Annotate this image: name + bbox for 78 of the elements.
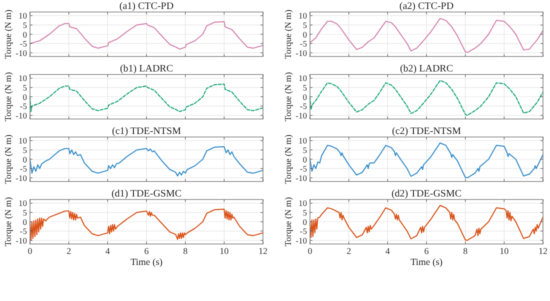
- x-tick-label: 10: [220, 246, 230, 256]
- chart-title: (d1) TDE-GSMC: [111, 188, 182, 200]
- y-tick-label: -10: [16, 110, 27, 120]
- x-tick-label: 8: [183, 246, 188, 256]
- chart-title: (d2) TDE-GSMC: [391, 188, 462, 200]
- y-tick-label: 10: [18, 198, 27, 208]
- y-axis-title: Torque (N m): [3, 72, 13, 122]
- y-tick-label: 10: [18, 10, 27, 21]
- line-series: [29, 146, 264, 176]
- y-tick-label: 5: [302, 207, 307, 218]
- y-axis-title: Torque (N m): [3, 134, 13, 184]
- y-tick-label: -5: [20, 226, 27, 236]
- y-tick-label: -10: [16, 235, 27, 246]
- y-tick-label: -10: [16, 172, 27, 183]
- y-tick-label: -10: [296, 235, 307, 246]
- y-tick-label: 10: [298, 10, 307, 21]
- y-tick-label: 5: [22, 207, 27, 218]
- x-tick-label: 2: [66, 246, 72, 256]
- chart-title: (c2) TDE-NTSM: [392, 126, 462, 137]
- y-tick-label: -5: [20, 38, 27, 49]
- y-tick-label: 0: [22, 29, 27, 40]
- y-tick-label: -5: [300, 164, 307, 174]
- y-tick-label: 0: [302, 154, 307, 164]
- chart-title: (b2) LADRC: [400, 64, 454, 74]
- x-tick-label: 12: [258, 246, 268, 256]
- line-series: [309, 80, 544, 116]
- x-tick-label: 6: [144, 246, 150, 256]
- chart-title: (a2) CTC-PD: [399, 1, 454, 12]
- y-tick-label: 0: [22, 92, 27, 102]
- y-tick-label: 5: [302, 82, 307, 92]
- y-tick-label: 10: [18, 73, 27, 84]
- x-tick-label: 4: [385, 246, 390, 256]
- y-tick-label: -5: [300, 226, 307, 236]
- line-series: [309, 18, 544, 53]
- line-series: [29, 84, 264, 112]
- y-tick-label: 5: [22, 144, 27, 155]
- y-axis-title: Torque (N m): [3, 10, 13, 59]
- chart-title: (c1) TDE-NTSM: [112, 126, 182, 137]
- y-tick-label: 10: [298, 136, 307, 146]
- y-axis-title: Torque (N m): [283, 10, 293, 59]
- y-tick-label: 5: [302, 144, 307, 155]
- y-axis-title: Torque (N m): [3, 197, 13, 246]
- x-tick-label: 4: [105, 246, 110, 256]
- y-tick-label: -5: [300, 101, 307, 112]
- line-series: [309, 142, 544, 178]
- y-tick-label: 5: [22, 20, 27, 30]
- chart-title: (a1) CTC-PD: [119, 1, 174, 12]
- y-axis-title: Torque (N m): [283, 134, 293, 184]
- y-tick-label: 10: [298, 73, 307, 84]
- chart-title: (b1) LADRC: [120, 64, 174, 74]
- line-series: [29, 208, 264, 241]
- y-tick-label: 0: [302, 92, 307, 102]
- y-tick-label: -5: [20, 164, 27, 174]
- x-tick-label: 8: [463, 246, 468, 256]
- y-tick-label: 0: [302, 29, 307, 40]
- y-tick-label: -5: [300, 38, 307, 49]
- y-tick-label: 0: [22, 216, 27, 227]
- y-tick-label: -10: [296, 172, 307, 183]
- y-tick-label: -10: [296, 48, 307, 58]
- y-tick-label: -5: [20, 101, 27, 112]
- x-axis-title: Time (s): [130, 258, 163, 268]
- y-axis-title: Torque (N m): [283, 72, 293, 122]
- y-tick-label: 10: [18, 136, 27, 146]
- y-tick-label: 5: [302, 20, 307, 30]
- line-series: [29, 21, 264, 50]
- y-axis-title: Torque (N m): [283, 197, 293, 246]
- y-tick-label: 0: [22, 154, 27, 164]
- x-axis-title: Time (s): [410, 258, 443, 268]
- x-tick-label: 2: [346, 246, 352, 256]
- y-tick-label: 10: [298, 198, 307, 208]
- y-tick-label: 0: [302, 216, 307, 227]
- x-tick-label: 6: [424, 246, 430, 256]
- y-tick-label: -10: [296, 110, 307, 120]
- y-tick-label: 5: [22, 82, 27, 92]
- line-series: [309, 204, 544, 241]
- x-tick-label: 12: [538, 246, 548, 256]
- x-tick-label: 10: [500, 246, 510, 256]
- y-tick-label: -10: [16, 48, 27, 58]
